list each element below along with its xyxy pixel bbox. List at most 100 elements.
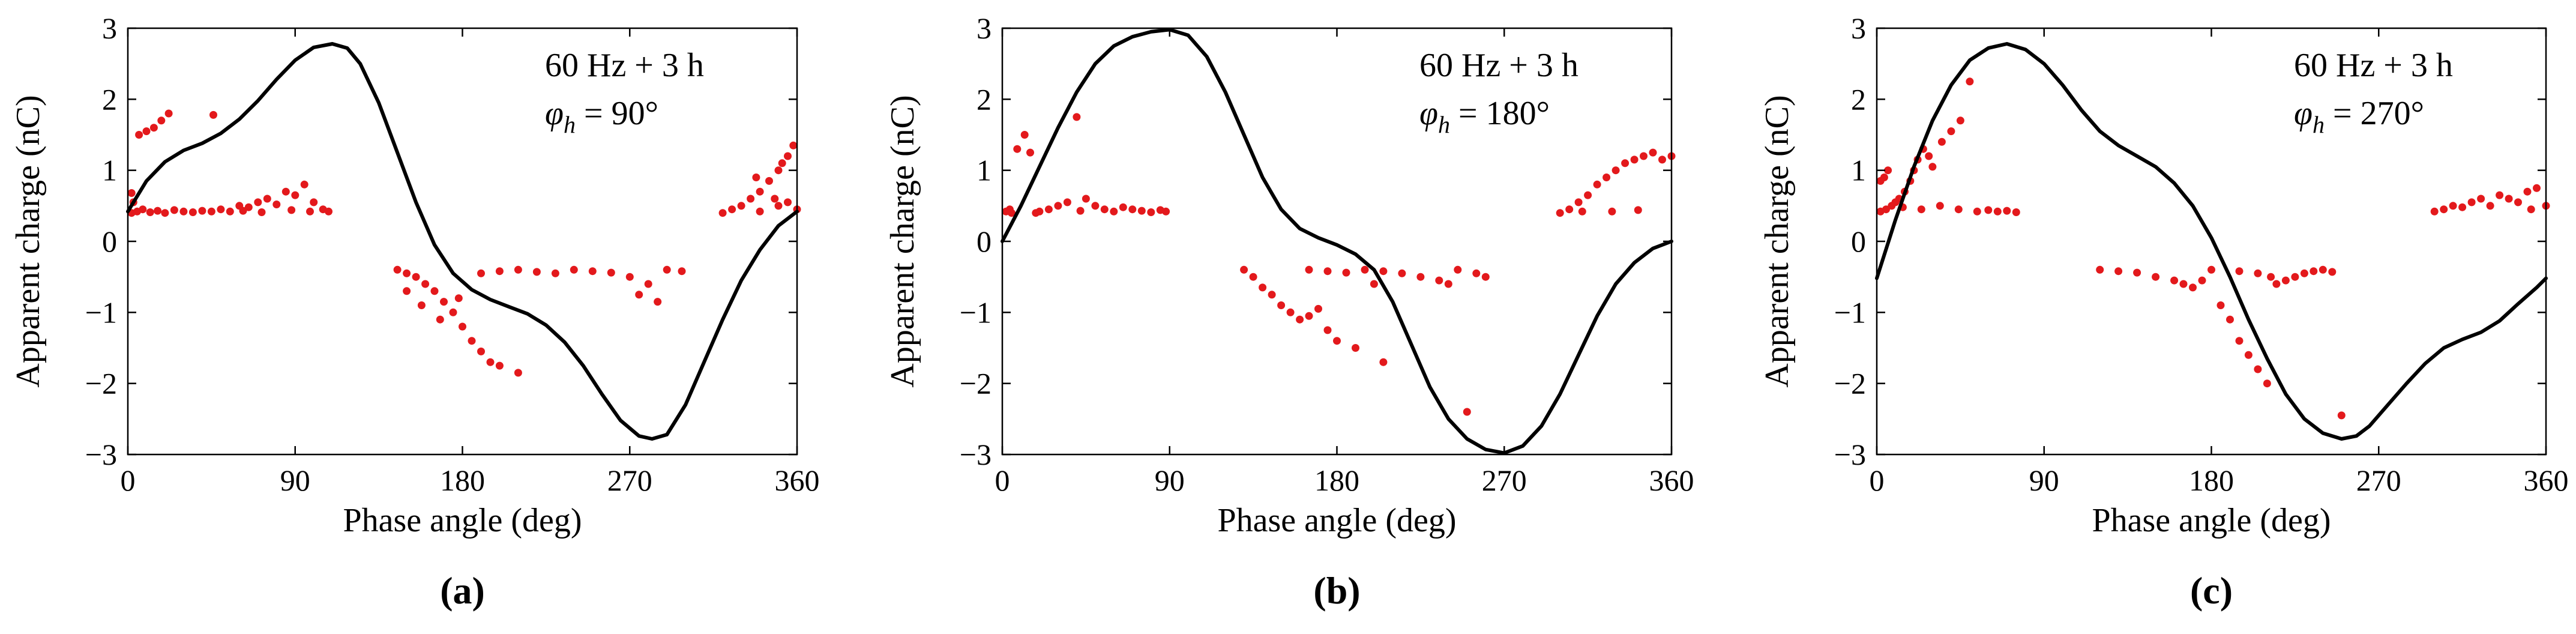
x-tick-label: 90 — [2029, 463, 2059, 497]
panel-label: (a) — [440, 569, 485, 612]
scatter-point — [771, 195, 779, 203]
scatter-point — [239, 207, 247, 215]
scatter-point — [1110, 207, 1118, 216]
scatter-point — [2533, 184, 2541, 192]
scatter-point — [1032, 209, 1040, 217]
scatter-point — [281, 187, 290, 196]
scatter-point — [1435, 276, 1443, 285]
scatter-point — [468, 337, 476, 345]
y-tick-label: 2 — [1851, 82, 1866, 116]
scatter-point — [254, 198, 262, 207]
scatter-point — [2170, 276, 2179, 285]
plot-frame — [1001, 27, 1673, 456]
annotation-phase: φh = 270° — [2294, 95, 2424, 138]
scatter-point — [2310, 267, 2318, 276]
scatter-point — [2291, 273, 2299, 281]
scatter-point — [1379, 267, 1388, 276]
y-tick-label: −1 — [960, 295, 992, 329]
scatter-point — [1277, 301, 1286, 309]
scatter-point — [436, 315, 444, 324]
scatter-point — [1005, 205, 1014, 214]
scatter-point — [1954, 205, 1963, 214]
scatter-point — [1076, 207, 1085, 215]
scatter-point — [2254, 269, 2262, 277]
scatter-point — [170, 206, 178, 214]
scatter-point — [1162, 207, 1170, 216]
scatter-point — [1044, 205, 1053, 214]
x-tick-label: 360 — [2524, 463, 2569, 497]
scatter-point — [2467, 198, 2476, 207]
scatter-point — [393, 265, 402, 274]
scatter-point — [1444, 280, 1452, 288]
scatter-point — [257, 208, 266, 216]
scatter-point — [1240, 265, 1248, 274]
scatter-point — [644, 280, 652, 288]
scatter-point — [551, 269, 559, 277]
scatter-point — [2272, 280, 2281, 288]
annotation-phase: φh = 90° — [545, 95, 658, 138]
y-tick-label: −3 — [85, 438, 117, 471]
scatter-point — [2198, 276, 2206, 285]
scatter-point — [2477, 195, 2485, 203]
scatter-point — [2328, 268, 2337, 276]
y-tick-label: −2 — [1834, 367, 1866, 400]
scatter-point — [1379, 358, 1388, 366]
scatter-point — [412, 273, 420, 281]
y-tick-label: −2 — [960, 367, 992, 400]
scatter-point — [164, 109, 173, 118]
scatter-point — [2263, 379, 2271, 388]
scatter-point — [2300, 269, 2308, 277]
scatter-point — [1578, 207, 1586, 216]
phi-symbol: φ — [2294, 95, 2313, 132]
x-tick-label: 270 — [2356, 463, 2401, 497]
scatter-point — [1323, 326, 1332, 334]
scatter-point — [654, 298, 662, 306]
phi-subscript: h — [1438, 111, 1450, 138]
scatter-point — [1936, 202, 1944, 210]
y-tick-label: 0 — [1851, 225, 1866, 258]
scatter-point — [226, 207, 234, 216]
scatter-point — [1956, 116, 1964, 125]
y-tick-label: 1 — [102, 154, 117, 187]
scatter-point — [459, 322, 466, 331]
x-axis-label: Phase angle (deg) — [343, 502, 582, 539]
scatter-point — [1481, 273, 1490, 281]
scatter-point — [1925, 152, 1933, 160]
scatter-point — [1947, 127, 1955, 136]
scatter-point — [1100, 205, 1109, 214]
scatter-point — [532, 268, 541, 276]
scatter-point — [403, 287, 411, 295]
scatter-point — [1249, 273, 1257, 281]
scatter-point — [718, 209, 727, 217]
scatter-point — [306, 207, 314, 216]
scatter-point — [2189, 283, 2197, 292]
scatter-point — [625, 273, 634, 281]
scatter-point — [135, 131, 143, 139]
scatter-series — [1002, 113, 1676, 416]
scatter-point — [2133, 268, 2141, 277]
annotation-frequency: 60 Hz + 3 h — [1419, 47, 1578, 84]
scatter-point — [2235, 337, 2243, 345]
scatter-point — [2003, 207, 2011, 215]
scatter-point — [421, 280, 430, 288]
scatter-point — [1128, 205, 1137, 214]
scatter-point — [2496, 191, 2504, 199]
scatter-point — [272, 201, 281, 208]
scatter-point — [1361, 265, 1369, 274]
scatter-point — [778, 159, 786, 168]
scatter-point — [1966, 77, 1974, 86]
scatter-point — [1416, 273, 1425, 281]
scatter-point — [477, 269, 485, 277]
scatter-point — [1314, 304, 1322, 313]
y-axis-label: Apparent charge (nC) — [10, 95, 47, 387]
annotation-phase: φh = 180° — [1419, 95, 1550, 138]
scatter-point — [2012, 208, 2020, 216]
scatter-point — [737, 202, 745, 210]
scatter-point — [1993, 207, 2002, 216]
x-tick-label: 0 — [1870, 463, 1885, 497]
y-tick-label: 2 — [102, 82, 117, 116]
scatter-point — [2486, 202, 2494, 210]
x-tick-label: 0 — [121, 463, 136, 497]
scatter-point — [2254, 365, 2262, 373]
